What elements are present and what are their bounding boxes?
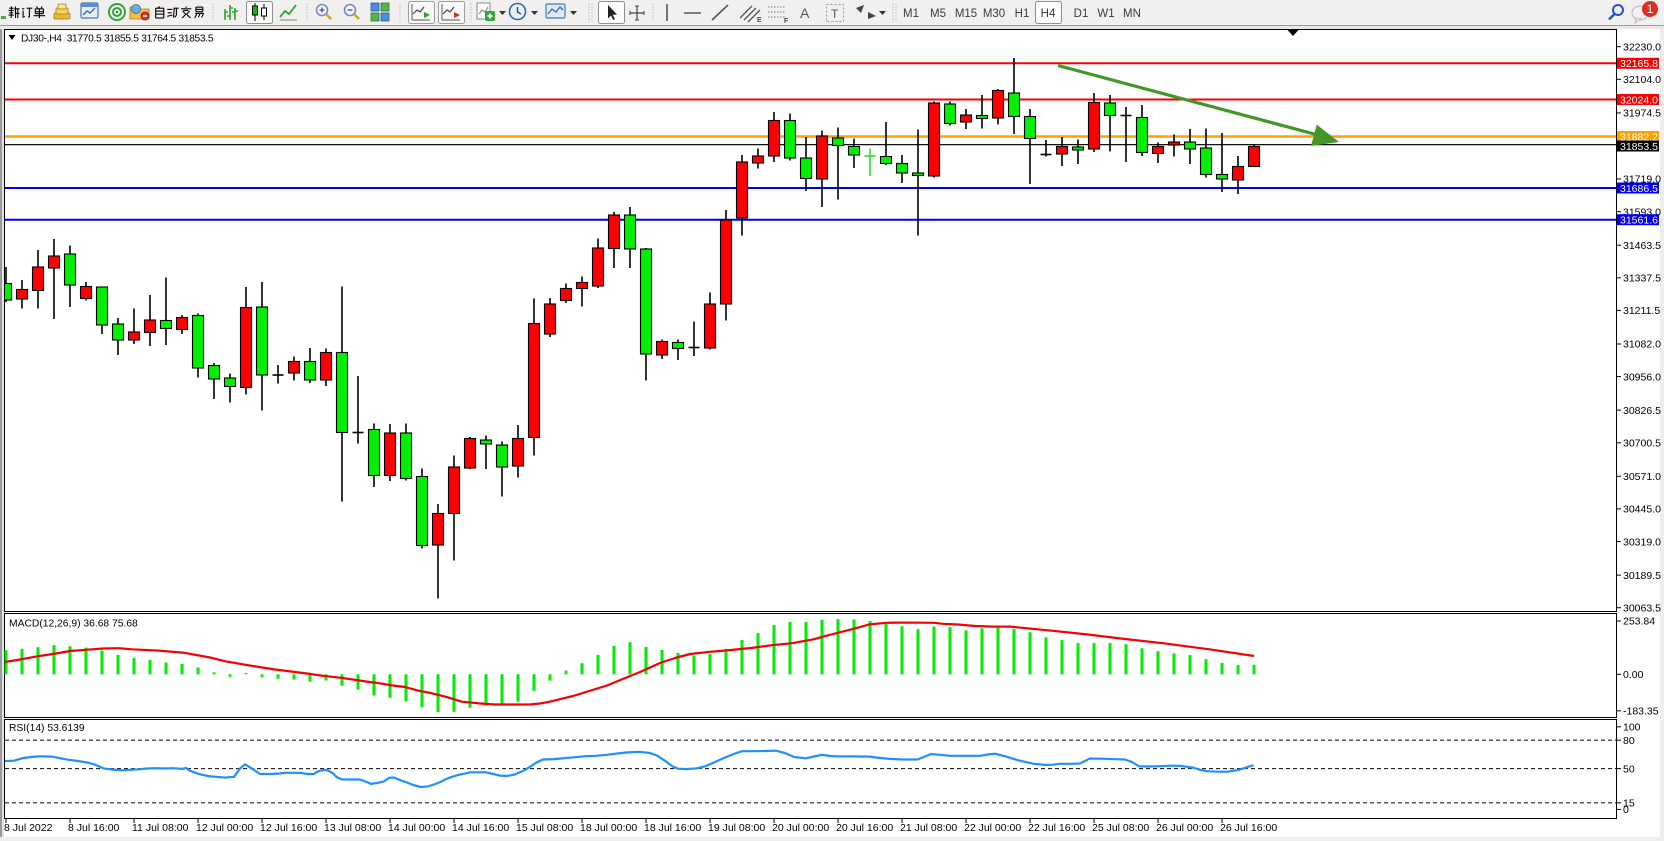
svg-text:D1: D1 (1074, 8, 1089, 20)
svg-text:31337.5: 31337.5 (1623, 273, 1661, 285)
svg-text:30826.5: 30826.5 (1623, 405, 1661, 417)
svg-text:12 Jul 00:00: 12 Jul 00:00 (196, 822, 253, 834)
svg-text:MN: MN (1123, 8, 1141, 20)
svg-text:30571.0: 30571.0 (1623, 471, 1661, 483)
svg-text:32104.0: 32104.0 (1623, 74, 1661, 86)
svg-text:13 Jul 08:00: 13 Jul 08:00 (324, 822, 381, 834)
svg-text:11 Jul 08:00: 11 Jul 08:00 (132, 822, 189, 834)
svg-text:32230.0: 32230.0 (1623, 41, 1661, 53)
svg-text:12 Jul 16:00: 12 Jul 16:00 (260, 822, 317, 834)
svg-text:25 Jul 08:00: 25 Jul 08:00 (1092, 822, 1149, 834)
svg-text:M30: M30 (983, 8, 1005, 20)
svg-text:18 Jul 00:00: 18 Jul 00:00 (580, 822, 637, 834)
svg-text:30445.0: 30445.0 (1623, 504, 1661, 516)
svg-text:31561.6: 31561.6 (1620, 215, 1658, 227)
svg-text:8 Jul 16:00: 8 Jul 16:00 (68, 822, 120, 834)
svg-text:31686.5: 31686.5 (1620, 183, 1658, 195)
svg-text:32165.8: 32165.8 (1620, 58, 1658, 70)
svg-text:20 Jul 16:00: 20 Jul 16:00 (836, 822, 893, 834)
svg-text:80: 80 (1623, 735, 1635, 747)
svg-text:30956.0: 30956.0 (1623, 371, 1661, 383)
svg-text:253.84: 253.84 (1623, 616, 1655, 628)
svg-text:31853.5: 31853.5 (1620, 141, 1658, 153)
svg-text:30189.5: 30189.5 (1623, 570, 1661, 582)
svg-text:15 Jul 08:00: 15 Jul 08:00 (516, 822, 573, 834)
svg-text:19 Jul 08:00: 19 Jul 08:00 (708, 822, 765, 834)
svg-text:H4: H4 (1041, 8, 1056, 20)
svg-text:MACD(12,26,9) 36.68 75.68: MACD(12,26,9) 36.68 75.68 (9, 619, 138, 630)
svg-text:32024.0: 32024.0 (1620, 94, 1658, 106)
svg-text:E: E (757, 17, 762, 24)
svg-text:18 Jul 16:00: 18 Jul 16:00 (644, 822, 701, 834)
svg-text:22 Jul 16:00: 22 Jul 16:00 (1028, 822, 1085, 834)
svg-text:31082.0: 31082.0 (1623, 339, 1661, 351)
svg-text:A: A (800, 5, 810, 21)
svg-text:0: 0 (1623, 804, 1629, 816)
svg-text:M5: M5 (930, 8, 946, 20)
svg-text:30063.5: 30063.5 (1623, 602, 1661, 614)
svg-text:31974.5: 31974.5 (1623, 108, 1661, 120)
svg-text:RSI(14) 53.6139: RSI(14) 53.6139 (9, 723, 85, 734)
svg-text:31882.2: 31882.2 (1620, 131, 1658, 143)
svg-text:F: F (784, 18, 788, 25)
svg-text:M15: M15 (955, 8, 977, 20)
svg-text:26 Jul 00:00: 26 Jul 00:00 (1156, 822, 1213, 834)
svg-text:30700.5: 30700.5 (1623, 438, 1661, 450)
svg-text:W1: W1 (1097, 8, 1114, 20)
svg-text:50: 50 (1623, 763, 1635, 775)
svg-text:31211.5: 31211.5 (1623, 305, 1660, 317)
svg-text:31463.5: 31463.5 (1623, 240, 1661, 252)
svg-text:0.00: 0.00 (1623, 669, 1644, 681)
svg-text:DJ30-,H4 31770.5 31855.5 3176: DJ30-,H4 31770.5 31855.5 31764.5 31853.5 (21, 34, 214, 45)
svg-text:15: 15 (1623, 798, 1635, 810)
svg-text:H1: H1 (1015, 8, 1030, 20)
svg-text:21 Jul 08:00: 21 Jul 08:00 (900, 822, 957, 834)
svg-text:26 Jul 16:00: 26 Jul 16:00 (1220, 822, 1277, 834)
svg-text:8 Jul 2022: 8 Jul 2022 (4, 822, 53, 834)
svg-text:M1: M1 (903, 8, 919, 20)
svg-text:T: T (831, 7, 839, 21)
svg-text:100: 100 (1623, 722, 1641, 734)
svg-text:20 Jul 00:00: 20 Jul 00:00 (772, 822, 829, 834)
svg-text:14 Jul 16:00: 14 Jul 16:00 (452, 822, 509, 834)
svg-text:-183.35: -183.35 (1623, 706, 1659, 718)
svg-text:30319.0: 30319.0 (1623, 536, 1661, 548)
svg-text:22 Jul 00:00: 22 Jul 00:00 (964, 822, 1021, 834)
svg-text:1: 1 (1647, 2, 1654, 16)
svg-text:14 Jul 00:00: 14 Jul 00:00 (388, 822, 445, 834)
